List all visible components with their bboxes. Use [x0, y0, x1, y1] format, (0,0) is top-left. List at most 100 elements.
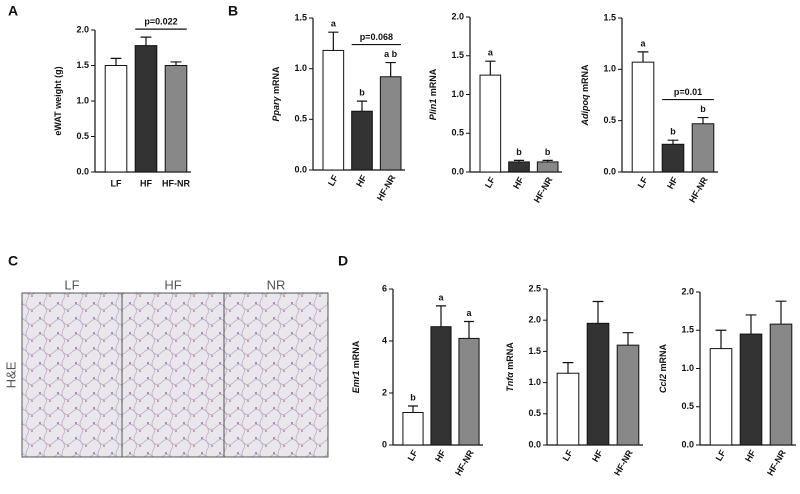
bar [164, 65, 188, 173]
p-value: p=0.022 [144, 16, 177, 26]
x-tick-label: LF [111, 178, 122, 188]
histology-image [21, 292, 123, 458]
bar [508, 161, 530, 173]
y-tick-label: 0.0 [681, 439, 694, 449]
error-bar [385, 61, 396, 77]
y-tick-label: 1.5 [451, 50, 464, 60]
y-tick-label: 1.0 [528, 377, 541, 387]
significance-letter: b [700, 104, 706, 114]
x-tick-label: HF [354, 173, 369, 189]
y-tick-label: 1.0 [603, 64, 616, 74]
y-tick-label: 0.0 [528, 439, 541, 449]
significance-letter: b [670, 127, 676, 137]
histology-column-label: LF [64, 277, 79, 292]
y-tick-label: 0 [382, 439, 387, 449]
error-bar [513, 159, 525, 162]
bar [134, 45, 158, 173]
y-axis-label: Adipoq mRNA [580, 64, 590, 127]
y-tick-label: 1.5 [294, 12, 307, 22]
panel-label: A [8, 3, 18, 19]
y-axis-label-part: mRNA [658, 343, 668, 374]
y-tick-label: 1.0 [451, 89, 464, 99]
y-tick-label: 2.0 [681, 286, 694, 296]
y-tick-label: 0.5 [294, 114, 307, 124]
y-tick-label: 4 [382, 335, 387, 345]
x-tick-label: HF-NR [162, 178, 190, 188]
stain-label: H&E [3, 361, 18, 388]
p-value: p=0.01 [674, 87, 702, 97]
bar [402, 412, 424, 446]
y-tick-label: 2.5 [528, 283, 541, 293]
y-axis-label-part: Plin1 [428, 99, 438, 121]
y-tick-label: 1.5 [76, 60, 89, 70]
y-tick-label: 2.0 [528, 315, 541, 325]
error-bar [745, 314, 757, 335]
panel-label: C [8, 253, 18, 269]
bar [430, 326, 452, 446]
histology-image [223, 292, 329, 458]
y-tick-label: 2.0 [76, 24, 89, 34]
p-value: p=0.068 [360, 32, 393, 42]
bar [616, 344, 640, 446]
y-axis-label-part: mRNA [428, 68, 438, 99]
bar [351, 110, 373, 171]
y-tick-label: 0.5 [681, 401, 694, 411]
error-bar [667, 139, 679, 145]
significance-letter: b [516, 147, 522, 157]
error-bar [637, 51, 649, 63]
histology-panel: LF HF NR H&E [3, 277, 329, 458]
significance-letter: a [466, 308, 472, 318]
y-axis-label: Plin1 mRNA [428, 68, 438, 120]
histology-image [121, 292, 225, 458]
x-tick-label: LF [714, 448, 728, 463]
error-bar [622, 332, 634, 346]
error-bar [407, 405, 419, 413]
y-axis-label-part: eWAT weight (g) [53, 66, 63, 135]
error-bar [328, 31, 339, 51]
histology-column-label: NR [267, 277, 286, 292]
x-tick-label: HF-NR [532, 175, 555, 205]
y-axis-label-part: Ccl2 [658, 374, 668, 393]
y-tick-label: 0.0 [603, 166, 616, 176]
error-bar [140, 36, 152, 46]
y-tick-label: 0.5 [76, 131, 89, 141]
significance-letter: a [640, 38, 646, 48]
bar [104, 65, 128, 173]
bar [586, 322, 610, 446]
x-tick-label: HF [433, 448, 448, 464]
y-axis-label: Pparγ mRNA [271, 66, 281, 122]
significance-letter: a [488, 48, 494, 58]
y-axis-label-part: Emr1 [351, 371, 361, 394]
bar [661, 143, 685, 173]
x-tick-label: HF-NR [453, 448, 476, 478]
significance-letter: a [331, 19, 337, 29]
bar [631, 61, 655, 173]
x-tick-label: HF-NR [687, 175, 710, 205]
y-tick-label: 0.0 [451, 166, 464, 176]
error-bar [110, 57, 122, 66]
bar [379, 76, 402, 171]
error-bar [775, 300, 787, 325]
y-tick-label: 0.5 [603, 115, 616, 125]
x-tick-label: LF [483, 175, 497, 190]
bar [739, 333, 763, 446]
bar [322, 49, 345, 171]
error-bar [463, 320, 475, 339]
bar [479, 74, 502, 173]
error-bar [170, 61, 182, 66]
x-tick-label: HF [140, 178, 152, 188]
y-tick-label: 0.5 [451, 128, 464, 138]
error-bar [592, 300, 604, 324]
y-axis-label-part: Adipoq [580, 94, 590, 126]
error-bar [697, 116, 709, 124]
error-bar [542, 159, 553, 162]
bar [769, 323, 793, 446]
y-tick-label: 1.5 [528, 346, 541, 356]
histology-column-label: HF [164, 277, 181, 292]
x-tick-label: LF [561, 448, 575, 463]
y-tick-label: 1.0 [76, 95, 89, 105]
y-tick-label: 2 [382, 387, 387, 397]
x-tick-label: HF-NR [765, 448, 788, 478]
y-axis-label: Emr1 mRNA [351, 340, 361, 393]
x-tick-label: HF-NR [375, 173, 398, 203]
